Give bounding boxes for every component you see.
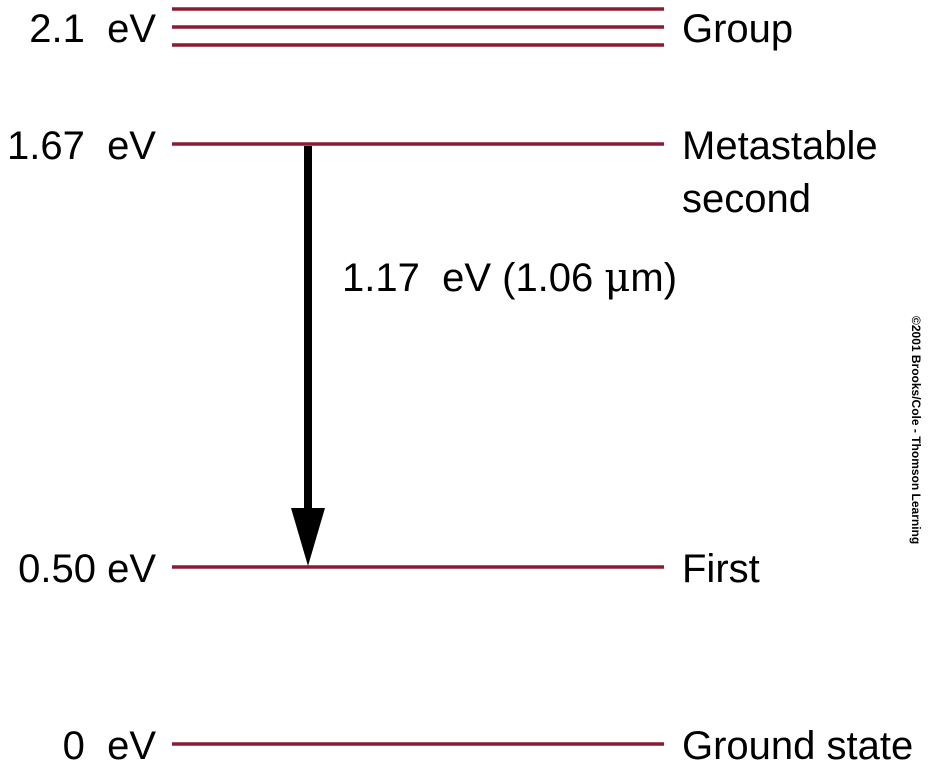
metastable-energy-label: 1.67 eV xyxy=(7,124,156,168)
group-level-name: Group xyxy=(682,7,793,51)
transition-arrow xyxy=(291,146,325,566)
transition-arrow-head xyxy=(291,508,325,566)
transition-label: 1.17 eV (1.06 μm) xyxy=(342,255,677,301)
ground-level-name: Ground state xyxy=(682,724,913,768)
transition-label-mu: μ xyxy=(604,255,630,301)
transition-label-suffix: m) xyxy=(630,256,677,300)
first-level-name: First xyxy=(682,547,760,591)
metastable-level-name-line2: second xyxy=(682,177,811,221)
first-level: 0.50 eV First xyxy=(18,547,760,591)
transition-label-prefix: 1.17 eV (1.06 xyxy=(342,256,604,300)
first-energy-label: 0.50 eV xyxy=(18,547,156,591)
ground-level: 0 eV Ground state xyxy=(63,724,914,768)
ground-energy-label: 0 eV xyxy=(63,724,157,768)
metastable-level: 1.67 eV Metastable second xyxy=(7,124,878,221)
group-level: 2.1 eV Group xyxy=(29,7,793,51)
group-energy-label: 2.1 eV xyxy=(29,7,156,51)
metastable-level-name-line1: Metastable xyxy=(682,124,878,168)
copyright-credit: ©2001 Brooks/Cole - Thomson Learning xyxy=(909,316,923,544)
